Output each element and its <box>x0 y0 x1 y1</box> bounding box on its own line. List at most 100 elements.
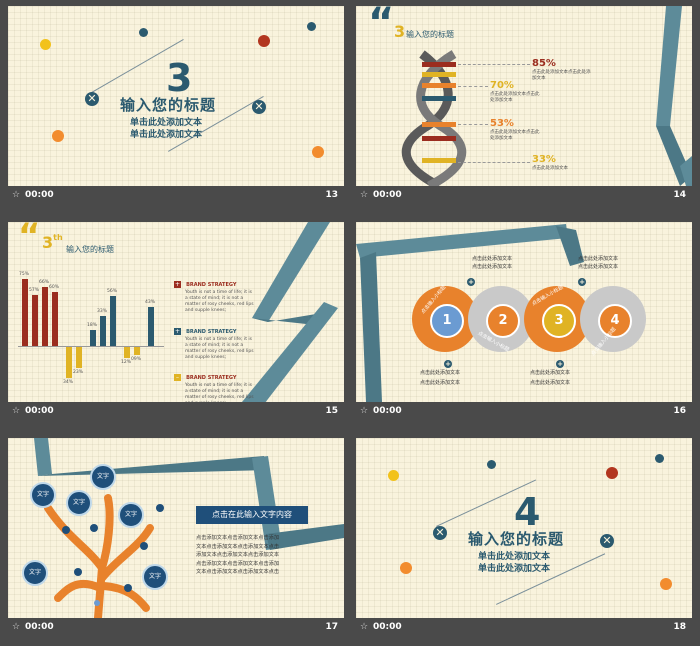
bar-label: 23% <box>73 369 84 375</box>
bar-label: 56% <box>107 288 118 294</box>
decor-dot <box>660 578 672 590</box>
ribbon-decoration <box>656 6 692 186</box>
slide-15-status-bar: ☆ 00:00 15 <box>8 402 344 422</box>
tree-graphic <box>44 494 154 618</box>
plus-circle-icon[interactable]: + <box>444 360 452 368</box>
slide-16[interactable]: 1 2 3 4 点击输入小标题 点击输入小标题 点击输入小标题 点击输入小标题 … <box>356 222 692 422</box>
stat-percent: 53% <box>490 118 514 129</box>
slide-timing: 00:00 <box>25 190 54 200</box>
legend-item: + BRAND STRATEGY Youth is not a time of … <box>174 271 254 314</box>
step-1[interactable]: 1 <box>430 304 464 338</box>
stat-text: 点击此处添加文本点击此处添加文本 <box>532 70 591 81</box>
step-4[interactable]: 4 <box>598 304 632 338</box>
bar-label: 57% <box>29 287 40 293</box>
leader-line <box>458 64 530 65</box>
slide-15-canvas[interactable]: “ 3th 输入您的标题 75% 57% 66% 60% 34% 23% 18% 33% 56%… <box>8 222 344 402</box>
chart-bar <box>32 294 38 346</box>
tree-bubble[interactable]: 文字 <box>90 464 116 490</box>
star-icon[interactable]: ☆ <box>12 190 21 200</box>
heading-suffix: th <box>53 233 63 242</box>
tree-bubble[interactable]: 文字 <box>118 502 144 528</box>
stat-text: 点击此处添加文本点击此处添加文本 <box>490 92 540 103</box>
slide-number: 17 <box>325 622 338 632</box>
ribbon-decoration <box>356 224 584 402</box>
slide-15[interactable]: “ 3th 输入您的标题 75% 57% 66% 60% 34% 23% 18% 33% 56%… <box>8 222 344 422</box>
slide-number: 18 <box>673 622 686 632</box>
paragraph-line: 文本点击添加文本点击添加文本点击 <box>196 569 280 575</box>
tree-bubble[interactable]: 文字 <box>142 564 168 590</box>
close-circle-icon: ✕ <box>600 534 614 548</box>
stat-text: 点击此处添加文本 <box>532 166 568 171</box>
tree-bubble[interactable]: 文字 <box>66 490 92 516</box>
bar-label: 75% <box>19 271 30 277</box>
slide-18[interactable]: ✕ ✕ 4 输入您的标题 单击此处添加文本 单击此处添加文本 ☆ 00:00 1… <box>356 438 692 638</box>
slide-17[interactable]: 文字 文字 文字 文字 文字 文字 点击在此输入文字内容 点击添加文本点击添加文… <box>8 438 344 638</box>
minus-icon: – <box>174 374 181 381</box>
tree-dot <box>156 504 164 512</box>
chart-bar <box>100 316 106 346</box>
leader-line <box>458 162 530 163</box>
star-icon[interactable]: ☆ <box>360 406 369 416</box>
circle-band: 1 2 3 4 点击输入小标题 点击输入小标题 点击输入小标题 点击输入小标题 <box>412 284 646 357</box>
bar-label: 66% <box>39 279 50 285</box>
bar-label: 33% <box>97 309 108 315</box>
decor-dot <box>312 146 324 158</box>
dna-helix-graphic <box>401 50 467 186</box>
bar-label: 43% <box>145 300 156 306</box>
paragraph: 点击添加文本点击添加文本点击添加 文本点击添加文本点击添加文本点击 添加文本点击… <box>196 534 316 577</box>
subtitle-1: 单击此处添加文本 <box>130 118 203 128</box>
legend-text: Youth is not a time of life; it is a sta… <box>185 337 254 360</box>
tree-dot <box>124 584 132 592</box>
slide-number: 13 <box>325 190 338 200</box>
step-2[interactable]: 2 <box>486 304 520 338</box>
step-3[interactable]: 3 <box>542 304 576 338</box>
stat-percent: 33% <box>532 154 556 165</box>
leader-line <box>458 86 488 87</box>
chart-bar <box>124 347 130 358</box>
slide-14-canvas[interactable]: “ 3 输入您的标题 85% 点击此处添加文本点击此处添加文本 70% 点击此处… <box>356 6 692 186</box>
slide-16-canvas[interactable]: 1 2 3 4 点击输入小标题 点击输入小标题 点击输入小标题 点击输入小标题 … <box>356 222 692 402</box>
plus-circle-icon[interactable]: + <box>556 360 564 368</box>
ribbon-decoration <box>242 222 338 402</box>
tree-dot <box>74 568 82 576</box>
slide-17-canvas[interactable]: 文字 文字 文字 文字 文字 文字 点击在此输入文字内容 点击添加文本点击添加文… <box>8 438 344 618</box>
heading-text: 输入您的标题 <box>406 30 454 39</box>
quote-icon: “ <box>18 222 41 256</box>
tree-dot <box>90 524 98 532</box>
slide-16-status-bar: ☆ 00:00 16 <box>356 402 692 422</box>
star-icon[interactable]: ☆ <box>360 622 369 632</box>
slide-13-status-bar: ☆ 00:00 13 <box>8 186 344 206</box>
slide-title: 输入您的标题 <box>468 530 565 548</box>
bar-label: 60% <box>49 285 60 290</box>
bar-chart: 75% 57% 66% 60% 34% 23% 18% 33% 56% 12% 09% 43% <box>8 222 168 402</box>
slide-timing: 00:00 <box>373 190 402 200</box>
content-banner[interactable]: 点击在此输入文字内容 <box>196 506 308 524</box>
decor-dot <box>258 35 270 47</box>
paragraph-line: 添加文本点击添加文本点击添加文本 <box>196 552 280 558</box>
chart-bar <box>52 292 58 346</box>
legend-title: BRAND STRATEGY <box>186 375 237 381</box>
close-circle-icon: ✕ <box>85 92 99 106</box>
tree-bubble[interactable]: 文字 <box>22 560 48 586</box>
decor-dot <box>52 130 64 142</box>
star-icon[interactable]: ☆ <box>12 622 21 632</box>
star-icon[interactable]: ☆ <box>12 406 21 416</box>
plus-circle-icon[interactable]: + <box>578 278 586 286</box>
plus-circle-icon[interactable]: + <box>467 278 475 286</box>
slide-13-canvas[interactable]: ✕ ✕ 3 输入您的标题 单击此处添加文本 单击此处添加文本 <box>8 6 344 186</box>
dna-rung <box>422 72 456 77</box>
plus-icon: + <box>174 281 181 288</box>
leader-line <box>458 124 488 125</box>
caption: 点击此处添加文本 <box>578 264 619 270</box>
slide-14[interactable]: “ 3 输入您的标题 85% 点击此处添加文本点击此处添加文本 70% 点击此处… <box>356 6 692 206</box>
slide-13[interactable]: ✕ ✕ 3 输入您的标题 单击此处添加文本 单击此处添加文本 ☆ 00:00 1… <box>8 6 344 206</box>
chart-bar <box>134 347 140 356</box>
star-icon[interactable]: ☆ <box>360 190 369 200</box>
chart-bar <box>22 278 28 346</box>
slide-18-canvas[interactable]: ✕ ✕ 4 输入您的标题 单击此处添加文本 单击此处添加文本 <box>356 438 692 618</box>
tree-bubble[interactable]: 文字 <box>30 482 56 508</box>
close-circle-icon: ✕ <box>252 100 266 114</box>
stat-text: 点击此处添加文本点击此处添加文本 <box>490 130 540 141</box>
paragraph-line: 点击添加文本点击添加文本点击添加 <box>196 535 280 541</box>
